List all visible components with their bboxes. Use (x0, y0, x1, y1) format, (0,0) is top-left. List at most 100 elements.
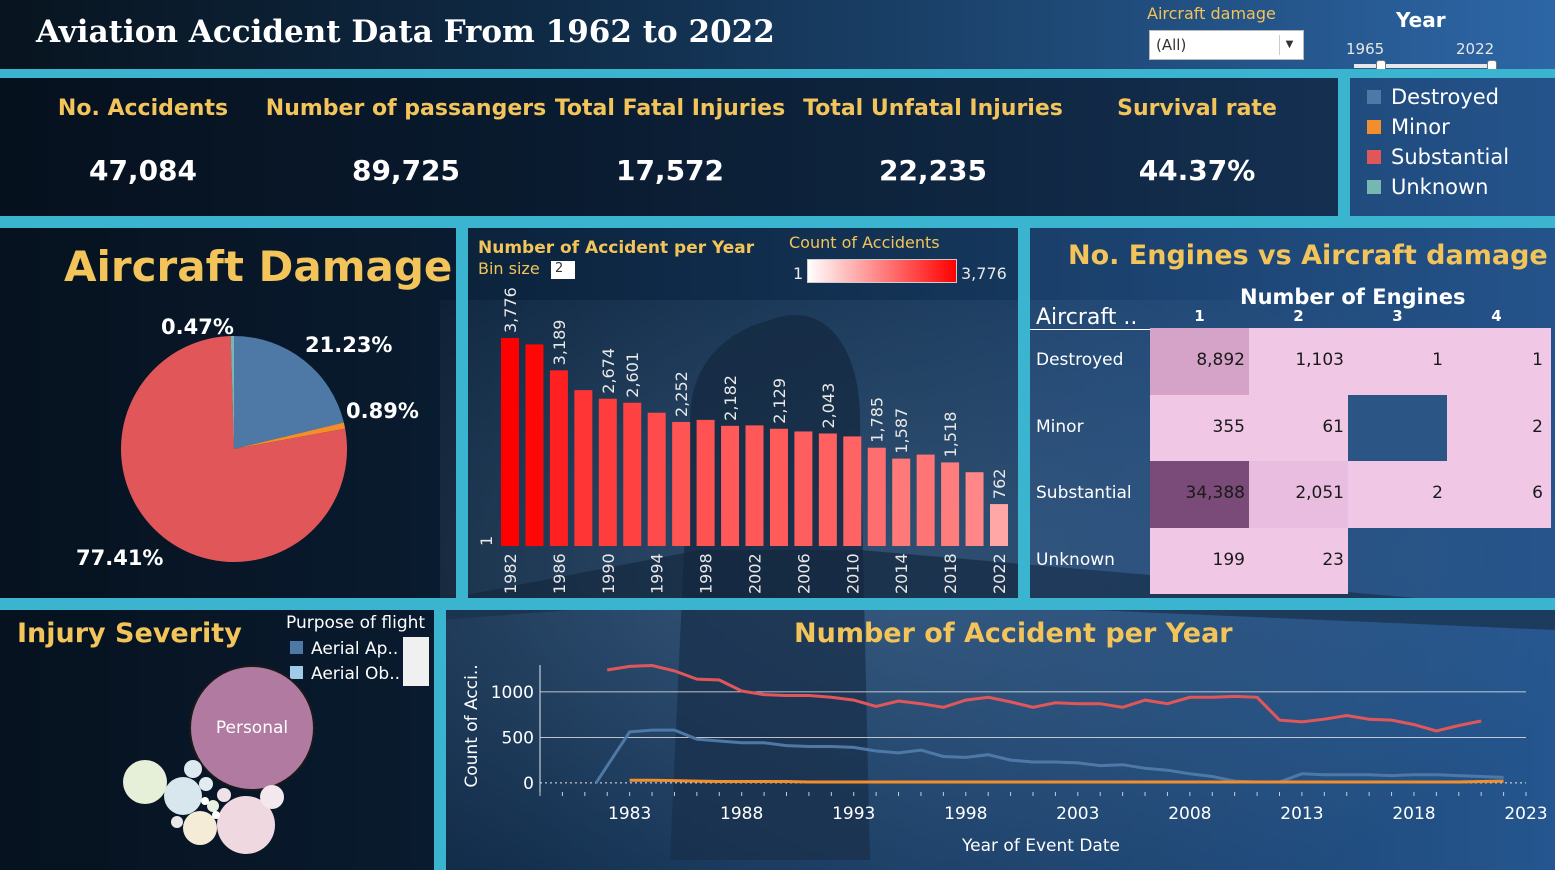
heatmap-cell-value: 1,103 (1295, 350, 1344, 370)
color-legend-min: 1 (793, 264, 804, 283)
bar (745, 425, 764, 546)
bar-data-label: 3,189 (550, 320, 569, 366)
kpi-panel (0, 78, 1338, 216)
pie-title: Aircraft Damage (64, 242, 453, 291)
heatmap-row-label: Unknown (1036, 549, 1115, 570)
x-tick-label: 1990 (599, 553, 618, 594)
heatmap-cell-value: 355 (1212, 416, 1245, 437)
x-tick-label: 1983 (608, 804, 651, 824)
heatmap-cell: 1 (1447, 328, 1551, 395)
x-tick-label: 1994 (648, 553, 667, 594)
bubble (164, 777, 202, 815)
line-panel (446, 610, 1555, 870)
x-tick-label: 2023 (1504, 804, 1547, 824)
pie-slice (234, 336, 344, 449)
kpi-value: 22,235 (878, 154, 988, 187)
x-tick-label: 2003 (1056, 804, 1099, 824)
x-tick-label: 1998 (944, 804, 987, 824)
bar-data-label: 2,182 (721, 375, 740, 421)
kpi-value: 44.37% (1138, 154, 1256, 187)
heatmap-row-label: Destroyed (1036, 350, 1124, 370)
bar-chart: 1 3,776 1982 3,189 1986 2,674 1990 2,601 1994 2,2… (477, 287, 1009, 594)
heatmap-cell-value: 23 (1322, 549, 1344, 570)
legend-swatch (1367, 150, 1381, 164)
bar (965, 472, 984, 546)
damage-legend-item: Destroyed (1367, 85, 1499, 109)
kpi-label: Total Unfatal Injuries (803, 96, 1063, 121)
heatmap-cell-value: 2 (1532, 416, 1543, 437)
x-tick-label: 2010 (843, 553, 862, 594)
x-tick-label: 1988 (720, 804, 763, 824)
x-tick-label: 1986 (550, 553, 569, 594)
heatmap-cell: 2,051 (1249, 461, 1348, 528)
line-chart-title: Number of Accident per Year (794, 618, 1233, 649)
damage-legend-item: Minor (1367, 115, 1450, 139)
line-series (594, 728, 1504, 784)
year-slider-track[interactable] (1354, 64, 1494, 68)
heatmap-cell: 355 (1150, 394, 1249, 461)
damage-filter-label: Aircraft damage (1147, 4, 1276, 23)
bubble (184, 760, 202, 778)
bar-data-label: 3,776 (501, 287, 520, 333)
bar (598, 398, 617, 546)
bar-data-label: 1,587 (892, 408, 911, 454)
legend-label: Unknown (1391, 175, 1489, 199)
bubble (171, 816, 183, 828)
kpi-value: 17,572 (615, 154, 725, 187)
heatmap-col-label: 4 (1491, 307, 1502, 325)
purpose-legend-title: Purpose of flight (286, 613, 426, 633)
bar (818, 433, 837, 546)
divider-pie-bar (456, 228, 468, 600)
pie-data-label: 0.89% (346, 399, 419, 423)
line-series (629, 778, 1504, 784)
purpose-legend-item: Aerial Ob.. (290, 664, 400, 684)
bar (574, 390, 593, 546)
heatmap-cell: 61 (1249, 394, 1348, 461)
color-legend-gradient (807, 259, 957, 283)
year-filter-label: Year (1396, 8, 1446, 32)
bubble (260, 785, 284, 809)
bar (990, 504, 1008, 546)
bar (769, 428, 788, 546)
damage-legend-item: Substantial (1367, 145, 1509, 169)
divider-top (0, 69, 1555, 78)
pie-chart: 21.23% 0.89% 77.41% 0.47% (76, 315, 419, 570)
bar-data-label: 1,518 (941, 412, 960, 458)
bin-size-label: Bin size (478, 259, 540, 278)
divider-middle-bottom (0, 598, 1555, 610)
bar (696, 419, 715, 546)
heatmap-cell-value: 1 (1532, 350, 1543, 370)
bar-data-label: 2,601 (623, 352, 642, 398)
bar (672, 421, 691, 546)
damage-legend-item: Unknown (1367, 175, 1488, 199)
line-series (606, 663, 1482, 733)
bubble (123, 760, 167, 804)
bin-size-input[interactable]: 2 (551, 261, 575, 279)
legend-swatch (1367, 90, 1381, 104)
bar (794, 431, 813, 546)
line-chart: 0 500 1000 1983 1988 1993 1998 2003 2008 2013 2018… (462, 663, 1548, 856)
heatmap-cell-value: 2 (1432, 483, 1443, 503)
bubble (199, 777, 213, 791)
heatmap-col-label: 3 (1392, 307, 1403, 325)
heatmap-cell: 199 (1150, 527, 1249, 594)
heatmap-row-label: Minor (1036, 416, 1084, 437)
legend-scrollbar[interactable] (403, 637, 429, 686)
kpi-label: Total Fatal Injuries (554, 96, 786, 121)
bar-chart-title: Number of Accident per Year (478, 238, 755, 258)
chevron-down-icon: ▼ (1279, 35, 1299, 55)
divider-bubble-line (434, 610, 446, 870)
bar (623, 402, 642, 546)
legend-swatch (290, 666, 303, 679)
heatmap-cell-value: 6 (1532, 483, 1543, 503)
damage-filter-dropdown[interactable]: (All) ▼ (1149, 30, 1304, 60)
bubble (212, 811, 220, 819)
bubble (217, 788, 231, 802)
bubble-chart: Personal (123, 665, 315, 854)
bar (721, 425, 740, 546)
bubble-personal (189, 665, 315, 791)
x-tick-label: 2018 (941, 553, 960, 594)
heatmap-title: No. Engines vs Aircraft damage (1068, 240, 1548, 271)
bar (941, 462, 960, 546)
color-legend-max: 3,776 (961, 264, 1007, 283)
